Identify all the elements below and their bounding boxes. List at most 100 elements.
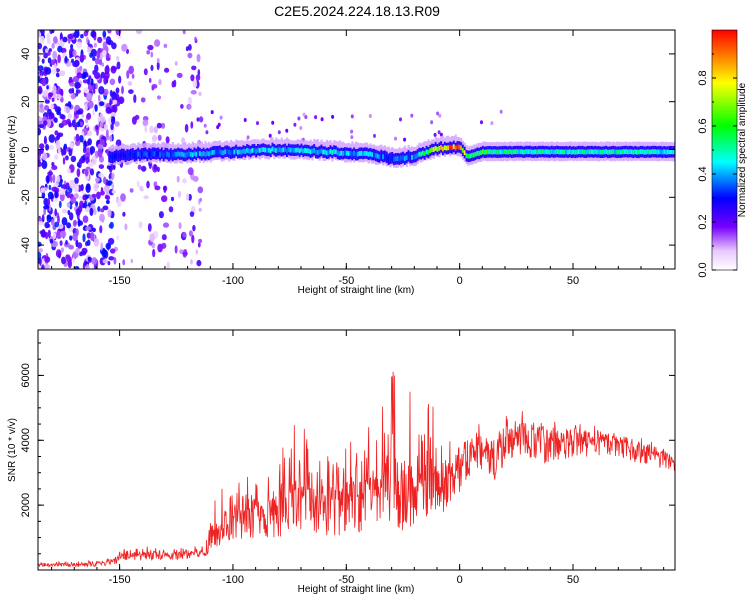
spectrum-noise-cell: [41, 160, 48, 169]
spectrum-ridge-cell: [336, 150, 339, 156]
spectrum-ridge-cell: [380, 153, 383, 159]
spectrum-noise-cell: [54, 190, 58, 199]
spectrum-ridge-cell: [155, 151, 158, 157]
spectrum-noise-cell: [136, 180, 140, 188]
spectrum-ridge-cell: [587, 149, 590, 155]
spectrum-noise-cell: [44, 99, 50, 104]
colorbar-label: Normalized spectral amplitude: [737, 82, 748, 217]
spectrum-noise-cell: [96, 128, 99, 136]
spectrum-noise-cell: [76, 121, 81, 128]
spectrum-noise-cell: [87, 100, 94, 109]
spectrum-ridge-cell: [581, 149, 584, 155]
spectrum-ridge-cell: [115, 153, 118, 158]
spectrum-noise-cell: [433, 132, 437, 137]
spectrum-ridge-cell: [490, 149, 494, 155]
spectrum-noise-cell: [122, 211, 126, 217]
spectrum-ridge-cell: [338, 151, 341, 156]
spectrum-ridge-cell: [498, 149, 501, 155]
spectrum-noise-cell: [196, 53, 201, 63]
spectrum-ridge-cell: [616, 149, 619, 155]
spectrum-ridge-cell: [262, 147, 265, 152]
spectrum-noise-cell: [154, 39, 161, 47]
spectrum-ridge-cell: [247, 148, 251, 154]
spectrum-ridge-cell: [505, 149, 508, 155]
spectrum-noise-cell: [39, 30, 44, 33]
spectrum-ridge-cell: [547, 149, 550, 155]
spectrum-ridge-cell: [672, 149, 675, 155]
spectrum-y-ticks: -40 -20 0 20 40: [20, 48, 675, 253]
spectrum-ridge-cell: [148, 151, 151, 157]
spectrum-ridge-cell: [356, 151, 359, 157]
spectrum-noise-cell: [92, 227, 96, 233]
spectrum-noise-cell: [157, 134, 162, 141]
spectrum-ridge-cell: [153, 151, 156, 157]
spectrum-noise-cell: [105, 199, 110, 205]
spectrum-noise-cell: [69, 142, 74, 149]
spectrum-ridge-cell: [307, 148, 310, 154]
spectrum-noise-cell: [181, 137, 186, 145]
spectrum-noise-cell: [66, 201, 71, 208]
spectrum-noise-cell: [56, 175, 61, 184]
spectrum-noise-cell: [38, 248, 43, 253]
spectrum-noise-cell: [128, 89, 134, 94]
spectrum-noise-cell: [49, 238, 54, 244]
spectrum-noise-cell: [38, 257, 41, 264]
spectrum-ridge-cell: [362, 151, 365, 157]
spectrum-ridge-cell: [186, 152, 189, 157]
spectrum-noise-cell: [77, 242, 83, 249]
spectrum-noise-cell: [61, 256, 66, 265]
spectrum-ridge-cell: [199, 151, 202, 156]
spectrum-noise-cell: [52, 232, 57, 240]
spectrum-ridge-cell: [583, 149, 586, 155]
spectrum-noise-cell: [148, 77, 152, 84]
spectrum-ridge-cell: [431, 147, 434, 153]
spectrum-ridge-cell: [420, 151, 423, 157]
spectrum-noise-cell: [76, 41, 82, 49]
spectrum-ridge-cell: [233, 149, 236, 155]
snr-x-tick-label: -100: [222, 574, 244, 586]
spectrum-ridge-cell: [645, 149, 648, 155]
spectrum-noise-cell: [66, 168, 71, 174]
spectrum-noise-cell: [57, 215, 60, 224]
spectrum-noise-cell: [91, 193, 97, 198]
spectrum-ridge-cell: [496, 149, 499, 155]
spectrum-noise-cell: [138, 221, 143, 229]
spectrum-noise-cell: [87, 256, 91, 261]
spectrum-noise-cell: [143, 68, 148, 76]
spectrum-ridge-cell: [556, 149, 559, 154]
spectrum-noise-cell: [104, 194, 109, 200]
spectrum-ridge-cell: [485, 149, 488, 155]
spectrum-noise-cell: [100, 208, 105, 213]
spectrum-ridge-cell: [358, 151, 361, 156]
spectrum-ridge-cell: [150, 152, 153, 157]
spectrum-noise-cell: [74, 82, 82, 89]
spectrum-noise-cell: [59, 230, 67, 238]
spectrum-noise-cell: [112, 99, 118, 105]
spectrum-noise-cell: [109, 163, 114, 171]
spectrum-noise-cell: [156, 61, 160, 71]
spectrum-ridge-cell: [393, 156, 396, 162]
spectrum-noise-cell: [55, 140, 61, 149]
spectrum-noise-cell: [41, 214, 45, 223]
spectrum-noise-cell: [65, 106, 71, 114]
spectrum-noise-cell: [75, 201, 79, 207]
spectrum-noise-cell: [165, 136, 170, 144]
spectrum-noise-cell: [85, 30, 89, 34]
spectrum-ridge-cell: [454, 145, 457, 151]
spectrum-ridge-cell: [503, 149, 506, 155]
spectrum-noise-cell: [85, 226, 91, 231]
spectrum-ridge-cell: [180, 151, 183, 157]
spectrum-noise-cell: [75, 133, 80, 142]
spectrum-ridge-cell: [349, 150, 352, 156]
spectrum-noise-cell: [197, 69, 201, 77]
spectrum-noise-cell: [198, 207, 202, 212]
spectrum-ridge-cell: [643, 149, 646, 155]
spectrum-noise-cell: [99, 213, 105, 222]
spectrum-ridge-cell: [665, 149, 668, 155]
spectrum-noise-cell: [410, 113, 414, 118]
spectrum-noise-cell: [97, 206, 101, 212]
spectrum-ridge-cell: [628, 149, 631, 155]
spectrum-noise-cell: [156, 122, 162, 129]
snr-frame: [37, 329, 676, 571]
spectrum-noise-cell: [97, 116, 101, 123]
